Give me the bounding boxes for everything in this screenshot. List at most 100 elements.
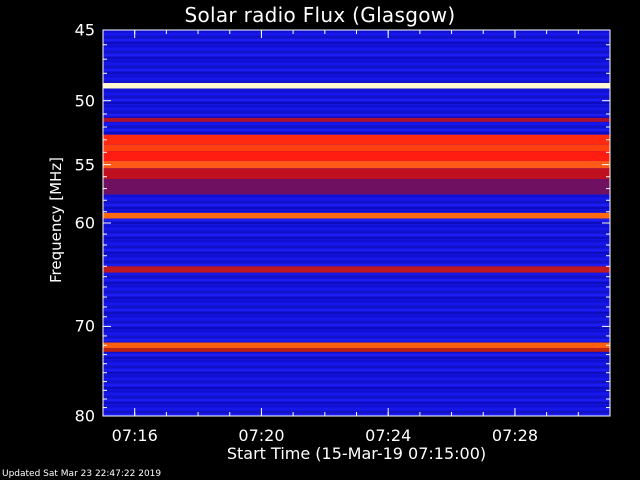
texture-line [103,291,610,293]
texture-line [103,285,610,287]
texture-line [103,357,610,359]
texture-line [103,69,610,71]
texture-line [103,198,610,200]
intensity-band [103,117,610,122]
texture-line [103,228,610,230]
texture-line [103,252,610,254]
texture-line [103,51,610,53]
intensity-band [103,342,610,349]
x-tick-label: 07:16 [111,426,158,445]
x-tick-label: 07:28 [491,426,538,445]
texture-line [103,66,610,68]
intensity-band [103,144,610,152]
texture-line [103,300,610,302]
texture-line [103,381,610,383]
texture-line [103,312,610,314]
texture-line [103,48,610,50]
texture-line [103,321,610,323]
y-axis-label: Frequency [MHz] [47,156,65,284]
texture-line [103,405,610,407]
texture-line [103,324,610,326]
y-tick-label: 70 [74,316,95,336]
texture-line [103,78,610,80]
texture-line [103,378,610,380]
texture-line [103,204,610,206]
texture-line [103,219,610,221]
texture-line [103,123,610,125]
intensity-band [103,134,610,145]
texture-line [103,264,610,266]
texture-line [103,210,610,212]
texture-line [103,297,610,299]
texture-line [103,90,610,92]
texture-line [103,60,610,62]
texture-line [103,396,610,398]
texture-line [103,288,610,290]
intensity-band [103,168,610,180]
texture-line [103,249,610,251]
texture-line [103,408,610,410]
texture-line [103,372,610,374]
texture-line [103,234,610,236]
texture-line [103,354,610,356]
texture-line [103,240,610,242]
texture-line [103,390,610,392]
texture-line [103,231,610,233]
y-tick-label: 55 [74,155,95,175]
texture-line [103,222,610,224]
texture-line [103,279,610,281]
intensity-bands [103,83,610,352]
updated-timestamp: Updated Sat Mar 23 22:47:22 2019 [2,469,162,479]
texture-line [103,363,610,365]
texture-line [103,102,610,104]
texture-line [103,108,610,110]
texture-line [103,57,610,59]
texture-line [103,75,610,77]
intensity-band [103,83,610,89]
intensity-band [103,160,610,169]
texture-line [103,93,610,95]
texture-line [103,111,610,113]
texture-line [103,327,610,329]
texture-line [103,99,610,101]
intensity-band [103,151,610,161]
y-tick-label: 45 [74,20,95,40]
intensity-band [103,348,610,352]
texture-line [103,237,610,239]
texture-line [103,243,610,245]
texture-line [103,360,610,362]
texture-line [103,105,610,107]
texture-line [103,63,610,65]
texture-line [103,399,610,401]
texture-line [103,375,610,377]
intensity-band [103,179,610,195]
texture-line [103,351,610,353]
texture-line [103,45,610,47]
texture-line [103,261,610,263]
x-axis-label: Start Time (15-Mar-19 07:15:00) [226,444,487,463]
texture-line [103,72,610,74]
texture-line [103,96,610,98]
texture-line [103,387,610,389]
texture-line [103,294,610,296]
texture-line [103,39,610,41]
texture-line [103,246,610,248]
x-tick-label: 07:24 [365,426,412,445]
texture-line [103,42,610,44]
texture-line [103,318,610,320]
texture-line [103,126,610,128]
chart-title: Solar radio Flux (Glasgow) [184,3,456,27]
texture-line [103,306,610,308]
texture-line [103,384,610,386]
y-tick-label: 50 [74,91,95,111]
texture-line [103,393,610,395]
texture-line [103,225,610,227]
texture-line [103,132,610,134]
y-tick-label: 80 [74,406,95,426]
texture-line [103,207,610,209]
texture-line [103,339,610,341]
texture-line [103,282,610,284]
texture-line [103,36,610,38]
texture-line [103,315,610,317]
